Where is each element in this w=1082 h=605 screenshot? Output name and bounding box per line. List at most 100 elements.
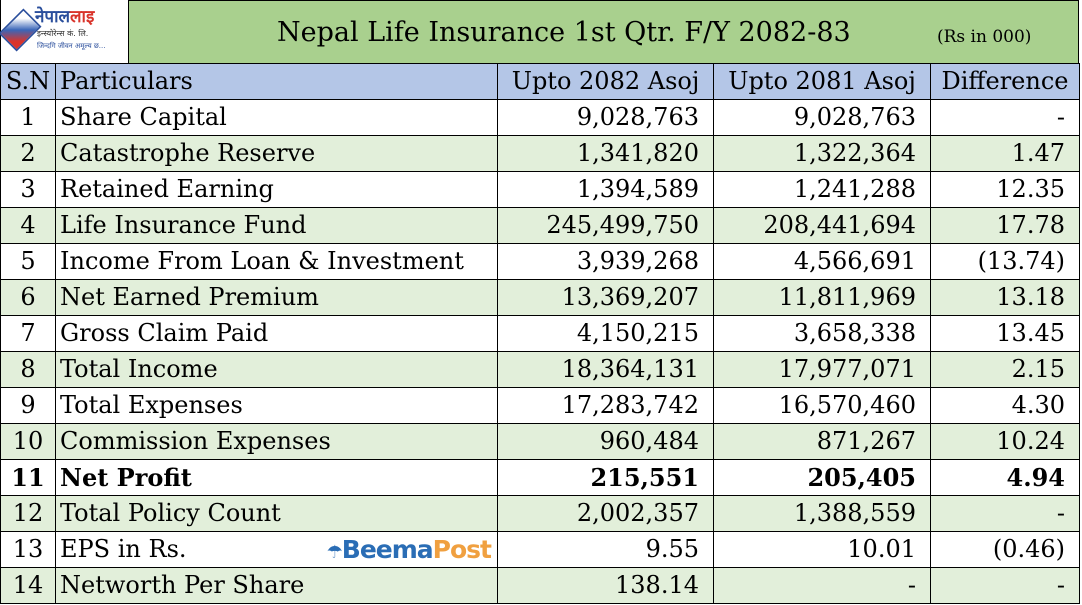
previous-value-cell: 4,566,691 (713, 243, 931, 280)
table-row: 8 Total Income 18,364,131 17,977,071 2.15 (0, 351, 1080, 388)
current-value-cell: 960,484 (497, 423, 714, 460)
particulars-label: EPS in Rs. (60, 535, 187, 563)
current-value-cell: 9.55 (497, 531, 714, 568)
sn-cell: 10 (0, 423, 56, 460)
table-row: 5 Income From Loan & Investment 3,939,268 4… (0, 243, 1080, 280)
table-row: 9 Total Expenses 17,283,742 16,570,460 4.30 (0, 387, 1080, 424)
table-row: 2 Catastrophe Reserve 1,341,820 1,322,364 1.… (0, 135, 1080, 172)
column-header: S.N (0, 63, 56, 100)
particulars-cell: EPS in Rs. ☂BeemaPost (55, 531, 498, 568)
particulars-cell: Total Expenses (55, 387, 498, 424)
column-header: Upto 2082 Asoj (497, 63, 714, 100)
current-value-cell: 17,283,742 (497, 387, 714, 424)
particulars-cell: Net Earned Premium (55, 279, 498, 316)
sn-cell: 5 (0, 243, 56, 280)
particulars-cell: Catastrophe Reserve (55, 135, 498, 172)
table-row: 13 EPS in Rs. ☂BeemaPost 9.55 10.01 (0.46) (0, 531, 1080, 568)
sn-cell: 11 (0, 459, 56, 496)
previous-value-cell: 1,241,288 (713, 171, 931, 208)
financial-table: S.N Particulars Upto 2082 Asoj Upto 2081 As… (0, 63, 1080, 604)
difference-cell: 2.15 (930, 351, 1080, 388)
difference-cell: 12.35 (930, 171, 1080, 208)
previous-value-cell: - (713, 567, 931, 604)
particulars-cell: Total Policy Count (55, 495, 498, 532)
column-header: Upto 2081 Asoj (713, 63, 931, 100)
company-logo: नेपाललाइ इन्स्योरेन्स कं. लि. जिन्दगि जी… (0, 0, 129, 63)
sn-cell: 12 (0, 495, 56, 532)
difference-cell: 13.45 (930, 315, 1080, 352)
sn-cell: 6 (0, 279, 56, 316)
previous-value-cell: 208,441,694 (713, 207, 931, 244)
sn-cell: 13 (0, 531, 56, 568)
table-row: 4 Life Insurance Fund 245,499,750 208,441,6… (0, 207, 1080, 244)
sn-cell: 8 (0, 351, 56, 388)
particulars-cell: Income From Loan & Investment (55, 243, 498, 280)
page-title: Nepal Life Insurance 1st Qtr. F/Y 2082-8… (277, 17, 851, 48)
previous-value-cell: 3,658,338 (713, 315, 931, 352)
current-value-cell: 2,002,357 (497, 495, 714, 532)
table-row: 1 Share Capital 9,028,763 9,028,763- (0, 99, 1080, 136)
sn-cell: 1 (0, 99, 56, 136)
previous-value-cell: 9,028,763 (713, 99, 931, 136)
particulars-cell: Gross Claim Paid (55, 315, 498, 352)
difference-cell: 13.18 (930, 279, 1080, 316)
particulars-cell: Share Capital (55, 99, 498, 136)
sn-cell: 14 (0, 567, 56, 604)
current-value-cell: 245,499,750 (497, 207, 714, 244)
difference-cell: 17.78 (930, 207, 1080, 244)
particulars-cell: Life Insurance Fund (55, 207, 498, 244)
difference-cell: 1.47 (930, 135, 1080, 172)
particulars-cell: Commission Expenses (55, 423, 498, 460)
previous-value-cell: 10.01 (713, 531, 931, 568)
current-value-cell: 138.14 (497, 567, 714, 604)
title-row: नेपाललाइ इन्स्योरेन्स कं. लि. जिन्दगि जी… (0, 0, 1079, 64)
particulars-cell: Retained Earning (55, 171, 498, 208)
sn-cell: 3 (0, 171, 56, 208)
particulars-cell: Net Profit (55, 459, 498, 496)
table-row: 6 Net Earned Premium 13,369,207 11,811,969 1… (0, 279, 1080, 316)
column-header: Difference (930, 63, 1080, 100)
particulars-cell: Total Income (55, 351, 498, 388)
table-row: 12 Total Policy Count 2,002,357 1,388,559- (0, 495, 1080, 532)
title-cell: Nepal Life Insurance 1st Qtr. F/Y 2082-8… (128, 0, 1079, 63)
previous-value-cell: 1,388,559 (713, 495, 931, 532)
previous-value-cell: 16,570,460 (713, 387, 931, 424)
difference-cell: 4.94 (930, 459, 1080, 496)
current-value-cell: 1,394,589 (497, 171, 714, 208)
table-row: 7 Gross Claim Paid 4,150,215 3,658,338 13.45 (0, 315, 1080, 352)
beemapost-watermark: ☂BeemaPost (326, 535, 492, 564)
previous-value-cell: 17,977,071 (713, 351, 931, 388)
current-value-cell: 18,364,131 (497, 351, 714, 388)
table-row: 14 Networth Per Share 138.14- - (0, 567, 1080, 604)
current-value-cell: 9,028,763 (497, 99, 714, 136)
current-value-cell: 3,939,268 (497, 243, 714, 280)
previous-value-cell: 205,405 (713, 459, 931, 496)
table-row: 11 Net Profit 215,551 205,405 4.94 (0, 459, 1080, 496)
umbrella-icon: ☂ (326, 542, 343, 563)
difference-cell: 10.24 (930, 423, 1080, 460)
sn-cell: 9 (0, 387, 56, 424)
difference-cell: - (930, 567, 1080, 604)
difference-cell: (13.74) (930, 243, 1080, 280)
current-value-cell: 13,369,207 (497, 279, 714, 316)
column-header: Particulars (55, 63, 498, 100)
header-row: S.N Particulars Upto 2082 Asoj Upto 2081 As… (0, 63, 1080, 100)
difference-cell: - (930, 495, 1080, 532)
difference-cell: - (930, 99, 1080, 136)
previous-value-cell: 871,267 (713, 423, 931, 460)
difference-cell: (0.46) (930, 531, 1080, 568)
current-value-cell: 1,341,820 (497, 135, 714, 172)
previous-value-cell: 1,322,364 (713, 135, 931, 172)
previous-value-cell: 11,811,969 (713, 279, 931, 316)
current-value-cell: 4,150,215 (497, 315, 714, 352)
particulars-cell: Networth Per Share (55, 567, 498, 604)
sn-cell: 2 (0, 135, 56, 172)
table-row: 3 Retained Earning 1,394,589 1,241,288 12.35 (0, 171, 1080, 208)
table-row: 10 Commission Expenses 960,484 871,267 10.24 (0, 423, 1080, 460)
sn-cell: 7 (0, 315, 56, 352)
sn-cell: 4 (0, 207, 56, 244)
difference-cell: 4.30 (930, 387, 1080, 424)
current-value-cell: 215,551 (497, 459, 714, 496)
unit-note: (Rs in 000) (937, 27, 1032, 47)
